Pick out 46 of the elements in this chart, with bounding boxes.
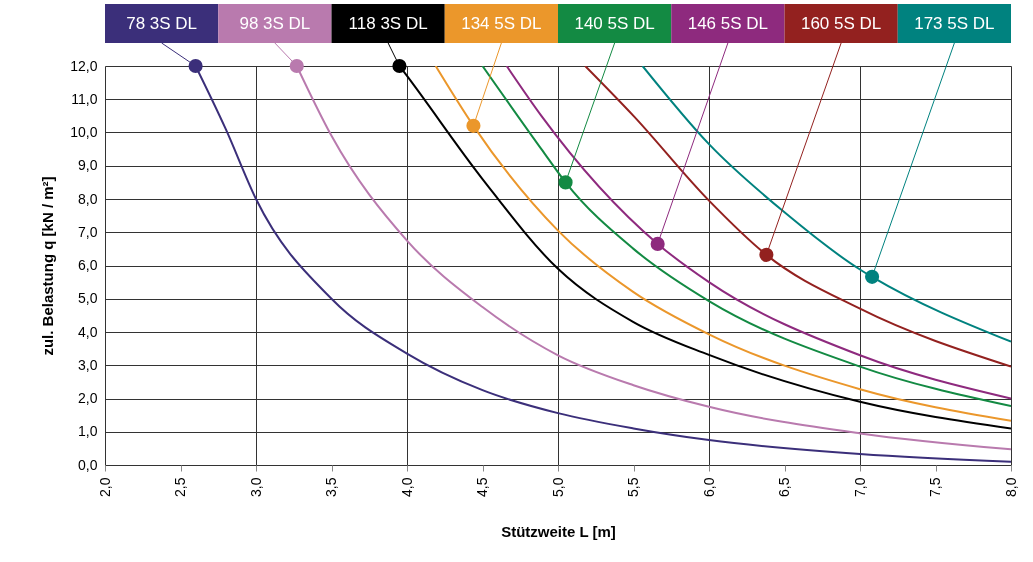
line-series xyxy=(584,66,1011,368)
text: 118 3S DL xyxy=(348,14,428,33)
point xyxy=(865,269,880,284)
y-tick-label: 11,0 xyxy=(71,90,98,107)
x-tick-label: 3,0 xyxy=(247,477,264,497)
line-series xyxy=(641,66,1011,343)
x-tick-label: 4,5 xyxy=(474,477,490,497)
x-tick-label: 6,5 xyxy=(776,477,792,497)
x-axis-title: Stützweite L [m] xyxy=(501,522,616,540)
y-tick-label: 12,0 xyxy=(70,57,98,74)
x-tick-label: 5,0 xyxy=(549,477,566,497)
point xyxy=(650,236,665,251)
y-tick-label: 0,0 xyxy=(78,456,98,473)
y-tick-label: 9,0 xyxy=(78,157,98,174)
x-tick-label: 7,5 xyxy=(927,477,943,497)
text: 140 5S DL xyxy=(574,14,655,33)
x-tick-label: 6,0 xyxy=(700,477,717,497)
point xyxy=(289,58,304,74)
point xyxy=(466,118,481,133)
x-tick-label: 2,5 xyxy=(172,477,188,497)
y-tick-label: 6,0 xyxy=(78,257,98,273)
x-tick-label: 5,5 xyxy=(625,477,641,497)
y-tick-label: 8,0 xyxy=(78,190,98,207)
y-tick-label: 4,0 xyxy=(78,323,98,340)
text: 134 5S DL xyxy=(461,14,542,33)
y-tick-label: 5,0 xyxy=(78,290,98,307)
point xyxy=(558,175,573,190)
y-tick-label: 2,0 xyxy=(78,390,98,406)
x-tick-label: 8,0 xyxy=(1002,477,1019,497)
point xyxy=(392,58,407,74)
y-tick-label: 3,0 xyxy=(78,356,98,373)
x-tick-label: 4,0 xyxy=(398,477,415,497)
y-tick-label: 7,0 xyxy=(78,223,98,240)
point xyxy=(188,58,203,74)
x-tick-label: 2,0 xyxy=(96,477,113,497)
x-tick-label: 7,0 xyxy=(851,477,868,497)
text: 173 5S DL xyxy=(914,14,995,33)
series-label: 78 3S DL xyxy=(126,14,198,33)
text: 98 3S DL xyxy=(239,14,311,33)
y-tick-label: 10,0 xyxy=(70,124,98,140)
text: 146 5S DL xyxy=(687,14,769,33)
x-tick-label: 3,5 xyxy=(323,477,339,497)
point xyxy=(759,247,774,262)
y-tick-label: 1,0 xyxy=(78,423,98,440)
y-axis-title: zul. Belastung q [kN / m²] xyxy=(39,176,57,356)
text: 160 5S DL xyxy=(800,14,882,33)
